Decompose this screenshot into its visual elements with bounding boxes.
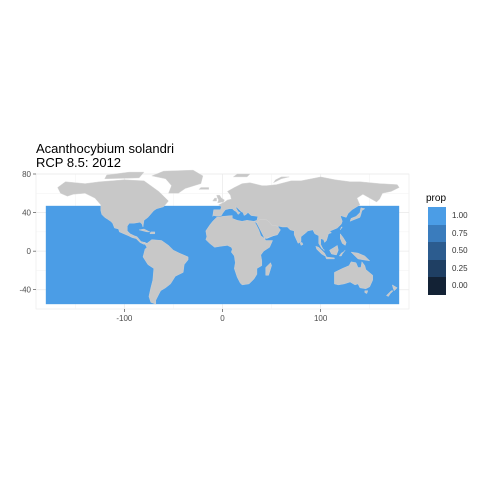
- land-masses: [57, 169, 400, 305]
- land-new-zealand-south: [386, 290, 394, 297]
- land-philippines: [340, 233, 347, 246]
- land-novaya-zemlya: [272, 176, 290, 184]
- land-svalbard: [232, 173, 251, 178]
- land-arabian-peninsula-fill: [256, 219, 281, 239]
- land-taiwan: [340, 226, 343, 231]
- legend-swatch: [428, 207, 446, 225]
- land-borneo: [329, 245, 339, 256]
- land-africa: [205, 215, 273, 286]
- land-sri-lanka: [299, 242, 304, 246]
- land-hainan: [328, 231, 332, 234]
- y-tick-label: -40: [19, 286, 31, 295]
- land-australia: [334, 261, 373, 290]
- land-hispaniola: [149, 231, 156, 235]
- legend-label: 0.25: [452, 263, 468, 273]
- legend-label: 1.00: [452, 211, 468, 220]
- legend-label: 0.50: [452, 246, 468, 255]
- land-japan: [349, 207, 366, 222]
- legend-swatch: [428, 242, 446, 260]
- land-north-america: [57, 179, 169, 245]
- land-great-britain: [216, 194, 225, 204]
- land-new-guinea: [350, 251, 371, 262]
- y-tick-label: 0: [27, 247, 32, 256]
- axes: -100 0 100 80 40 0 -40: [19, 170, 327, 323]
- map-title: Acanthocybium solandri: [36, 141, 175, 156]
- land-sulawesi: [338, 250, 346, 257]
- x-tick-label: 100: [314, 314, 328, 323]
- land-java: [325, 256, 335, 260]
- legend-title: prop: [426, 193, 447, 204]
- legend-swatch: [428, 224, 446, 242]
- land-tasmania: [364, 290, 369, 294]
- map-subtitle: RCP 8.5: 2012: [36, 155, 122, 170]
- legend-label: 0.75: [452, 228, 468, 238]
- legend-swatch: [428, 277, 446, 295]
- y-tick-label: 40: [22, 209, 31, 218]
- y-tick-label: 80: [22, 170, 31, 179]
- land-ireland: [212, 197, 217, 202]
- x-tick-label: -100: [116, 314, 133, 323]
- x-tick-label: 0: [220, 314, 225, 323]
- land-cuba: [139, 228, 150, 233]
- land-iceland: [198, 187, 210, 190]
- land-arctic-islands: [104, 171, 145, 180]
- legend-swatch: [428, 259, 446, 277]
- land-madagascar: [265, 262, 272, 276]
- legend-label: 0.00: [452, 281, 468, 290]
- land-eurasia: [212, 176, 400, 251]
- land-greenland: [151, 169, 204, 194]
- land-new-zealand-north: [391, 284, 398, 292]
- land-south-america: [142, 239, 189, 305]
